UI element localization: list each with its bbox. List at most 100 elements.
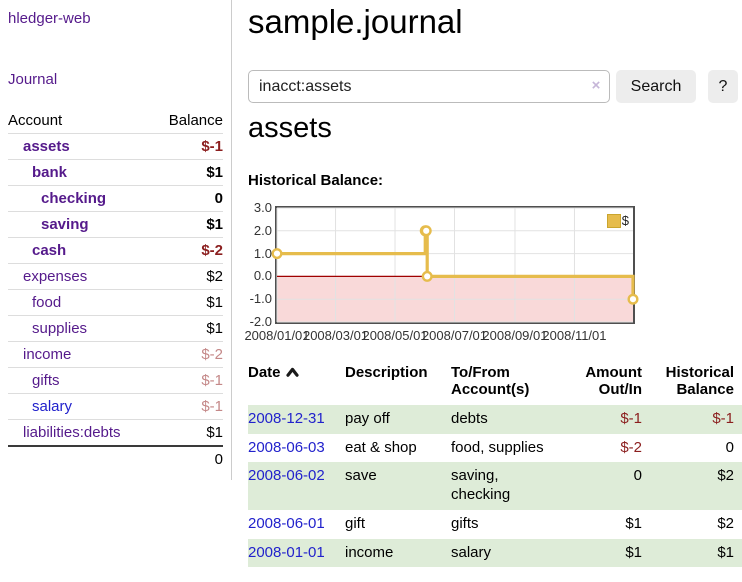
data-point-marker[interactable] bbox=[421, 270, 433, 282]
data-point-marker[interactable] bbox=[271, 248, 283, 260]
data-point-marker[interactable] bbox=[420, 225, 432, 237]
account-balance: 0 bbox=[214, 190, 223, 207]
transaction-amount: $-1 bbox=[565, 404, 642, 434]
data-point-marker[interactable] bbox=[627, 293, 639, 305]
main-content: sample.journal × Search ? assets Histori… bbox=[244, 0, 742, 582]
account-link[interactable]: income bbox=[23, 346, 72, 363]
chart-title: Historical Balance: bbox=[248, 172, 384, 189]
register-row: 2008-01-01 income salary $1 $1 bbox=[248, 538, 742, 568]
account-link[interactable]: salary bbox=[32, 398, 73, 415]
legend-swatch-icon bbox=[606, 213, 621, 228]
accounts-total-row: 0 bbox=[8, 445, 223, 472]
transaction-amount: $-2 bbox=[620, 438, 642, 456]
chart-plot[interactable]: $ bbox=[271, 206, 639, 324]
account-link[interactable]: gifts bbox=[32, 372, 60, 389]
y-axis-tick-label: 3.0 bbox=[253, 200, 272, 215]
search-button[interactable]: Search bbox=[616, 70, 696, 103]
clear-search-icon[interactable]: × bbox=[591, 77, 601, 94]
register-header-row: Date Description To/From Account(s) Amou… bbox=[248, 362, 742, 405]
x-axis-tick-label: 2008/03/01 bbox=[302, 328, 369, 343]
accounts-table: Account Balance assets $-1 bank $1 check… bbox=[8, 109, 223, 472]
account-link[interactable]: expenses bbox=[23, 268, 88, 285]
transaction-date-link[interactable]: 2008-01-01 bbox=[248, 543, 325, 561]
register-header-amount-line2: Out/In bbox=[598, 381, 642, 399]
transaction-accounts: saving, checking bbox=[451, 462, 565, 510]
x-axis-tick-label: 2008/11/01 bbox=[542, 328, 607, 343]
account-row: checking 0 bbox=[8, 185, 223, 212]
register-row: 2008-06-02 save saving, checking 0 $2 bbox=[248, 462, 742, 510]
register-header-accounts: To/From Account(s) bbox=[451, 362, 565, 405]
register-header-balance: Historical Balance bbox=[642, 362, 742, 405]
account-link[interactable]: food bbox=[32, 294, 62, 311]
sidebar-item-journal[interactable]: Journal bbox=[8, 71, 58, 88]
account-row: assets $-1 bbox=[8, 133, 223, 160]
account-link[interactable]: bank bbox=[32, 164, 68, 181]
x-axis-tick-label: 2008/09/01 bbox=[482, 328, 548, 343]
transaction-description: eat & shop bbox=[345, 438, 417, 456]
account-link[interactable]: supplies bbox=[32, 320, 88, 337]
transaction-date-link[interactable]: 2008-06-01 bbox=[248, 514, 325, 532]
y-axis-tick-label: 1.0 bbox=[253, 245, 272, 261]
x-axis-tick-label: 2008/01/01 bbox=[244, 328, 310, 343]
register-header-accounts-line1: To/From bbox=[451, 364, 510, 381]
account-balance: $1 bbox=[206, 320, 223, 337]
sidebar: hledger-web Journal Account Balance asse… bbox=[0, 0, 232, 480]
account-row: cash $-2 bbox=[8, 237, 223, 264]
app-brand-link[interactable]: hledger-web bbox=[8, 10, 91, 27]
transaction-account-line: salary bbox=[451, 543, 492, 561]
accounts-total-spacer bbox=[8, 445, 154, 472]
register-header-balance-line1: Historical bbox=[665, 364, 734, 381]
transaction-description: income bbox=[345, 538, 451, 568]
account-balance: $-1 bbox=[201, 372, 223, 389]
account-balance: $-2 bbox=[201, 346, 223, 363]
transaction-balance: 0 bbox=[725, 438, 734, 456]
account-row: expenses $2 bbox=[8, 263, 223, 290]
register-header-balance-line2: Balance bbox=[676, 381, 734, 399]
transaction-account-line: saving, bbox=[451, 467, 499, 485]
account-row: salary $-1 bbox=[8, 393, 223, 420]
account-row: income $-2 bbox=[8, 341, 223, 368]
account-balance: $1 bbox=[206, 424, 223, 441]
transaction-balance: $2 bbox=[717, 514, 734, 532]
register-header-date-label: Date bbox=[248, 364, 281, 381]
transaction-date-link[interactable]: 2008-12-31 bbox=[248, 409, 325, 427]
y-axis-tick-label: -2.0 bbox=[249, 314, 272, 329]
account-balance: $1 bbox=[206, 294, 223, 311]
x-axis-tick-label: 2008/07/01 bbox=[421, 328, 488, 343]
transaction-amount: 0 bbox=[565, 462, 642, 510]
transaction-description: save bbox=[345, 462, 451, 510]
account-balance: $1 bbox=[206, 164, 223, 181]
transaction-date-link[interactable]: 2008-06-02 bbox=[248, 467, 325, 485]
account-balance: $-2 bbox=[201, 242, 223, 259]
transaction-account-line: food, supplies bbox=[451, 438, 544, 456]
register-row: 2008-12-31 pay off debts $-1 $-1 bbox=[248, 404, 742, 434]
help-button[interactable]: ? bbox=[708, 70, 738, 103]
transaction-description: gift bbox=[345, 514, 366, 532]
account-link[interactable]: assets bbox=[23, 138, 70, 155]
transaction-balance: $2 bbox=[642, 462, 742, 510]
account-row: saving $1 bbox=[8, 211, 223, 238]
accounts-header-account: Account bbox=[8, 112, 63, 129]
transaction-description: pay off bbox=[345, 404, 451, 434]
transaction-amount: $1 bbox=[625, 514, 642, 532]
legend-label: $ bbox=[621, 213, 629, 228]
register-header-date[interactable]: Date bbox=[248, 362, 345, 405]
register-header-amount: Amount Out/In bbox=[565, 362, 642, 405]
transaction-balance: $1 bbox=[642, 538, 742, 568]
account-link[interactable]: checking bbox=[41, 190, 107, 207]
transaction-account-line: debts bbox=[451, 409, 488, 427]
transaction-amount: $1 bbox=[565, 538, 642, 568]
transaction-date-link[interactable]: 2008-06-03 bbox=[248, 438, 325, 456]
chart-canvas bbox=[271, 207, 639, 323]
sort-ascending-icon bbox=[285, 367, 299, 377]
transaction-balance: $-1 bbox=[642, 404, 742, 434]
transaction-account-line: gifts bbox=[451, 514, 479, 532]
account-link[interactable]: saving bbox=[41, 216, 89, 233]
transaction-account-line: checking bbox=[451, 486, 511, 504]
search-input[interactable] bbox=[248, 70, 610, 103]
account-link[interactable]: cash bbox=[32, 242, 67, 259]
account-link[interactable]: liabilities:debts bbox=[23, 424, 121, 441]
x-axis-tick-label: 2008/05/01 bbox=[362, 328, 428, 343]
register-header-accounts-line2: Account(s) bbox=[451, 381, 530, 399]
register-row: 2008-06-01 gift gifts $1 $2 bbox=[248, 510, 742, 539]
